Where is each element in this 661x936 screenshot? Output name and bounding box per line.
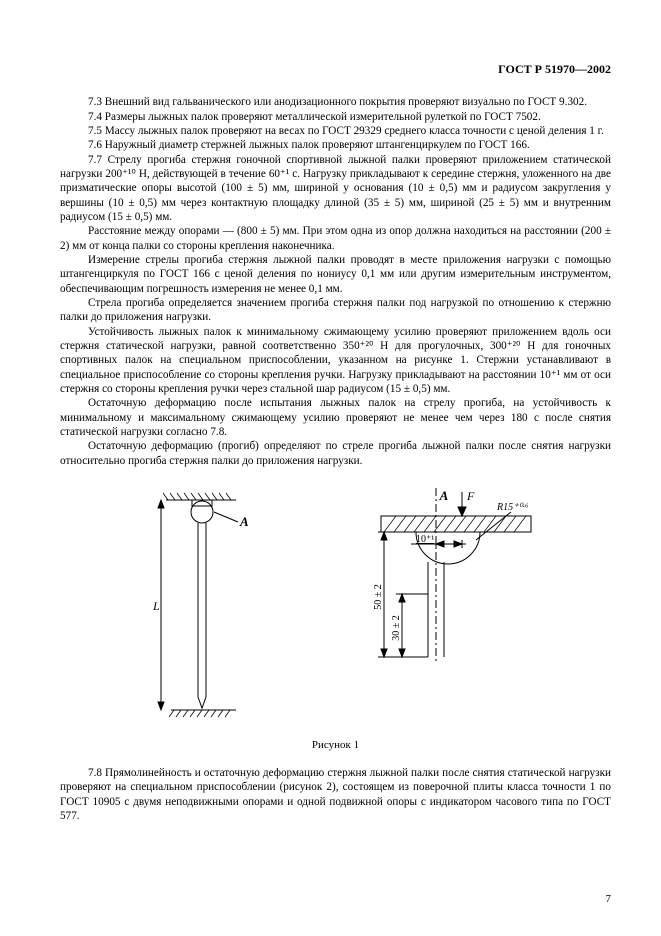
paragraph-7-5: 7.5 Массу лыжных палок проверяют на веса… [60, 124, 611, 138]
paragraph-7-7f: Остаточную деформацию после испытания лы… [60, 396, 611, 439]
paragraph-7-7a: 7.7 Стрелу прогиба стержня гоночной спор… [60, 153, 611, 225]
paragraph-7-7b: Расстояние между опорами — (800 ± 5) мм.… [60, 224, 611, 253]
paragraph-7-7e: Устойчивость лыжных палок к минимальному… [60, 325, 611, 397]
label-A-left: А [239, 514, 249, 529]
document-header: ГОСТ Р 51970—2002 [60, 62, 611, 77]
dim-50: 50 ± 2 [373, 584, 384, 610]
paragraph-7-7d: Стрела прогиба определяется значением пр… [60, 296, 611, 325]
label-A-right: А [438, 488, 448, 503]
paragraph-7-7g: Остаточную деформацию (прогиб) определяю… [60, 439, 611, 468]
page-number: 7 [606, 892, 612, 906]
figure-1-left: L А [136, 482, 256, 732]
dim-L: L [152, 599, 160, 613]
figure-1-right: А F R15⁺⁰·⁶ 10⁺¹ 50 ± 2 30 ± 2 [316, 482, 536, 692]
label-F: F [466, 489, 475, 503]
dim-30: 30 ± 2 [391, 615, 402, 641]
paragraph-7-8: 7.8 Прямолинейность и остаточную деформа… [60, 766, 611, 823]
dim-10: 10⁺¹ [416, 534, 434, 545]
figure-1: L А [60, 482, 611, 732]
page: ГОСТ Р 51970—2002 7.3 Внешний вид гальва… [0, 0, 661, 936]
paragraph-7-6: 7.6 Наружный диаметр стержней лыжных пал… [60, 138, 611, 152]
paragraph-7-7c: Измерение стрелы прогиба стержня лыжной … [60, 253, 611, 296]
label-R15: R15⁺⁰·⁶ [496, 502, 529, 513]
paragraph-7-4: 7.4 Размеры лыжных палок проверяют метал… [60, 110, 611, 124]
paragraph-7-3: 7.3 Внешний вид гальванического или анод… [60, 95, 611, 109]
figure-1-caption: Рисунок 1 [60, 738, 611, 752]
